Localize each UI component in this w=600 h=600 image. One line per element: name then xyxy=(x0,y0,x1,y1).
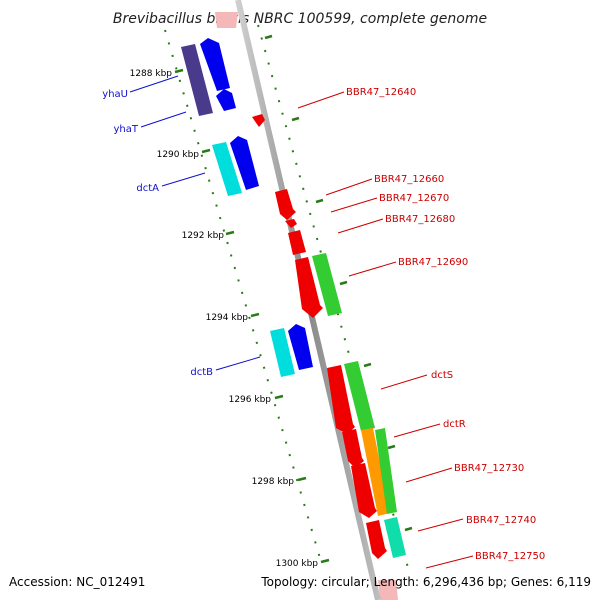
faded-feature-bottom xyxy=(378,580,398,600)
feature-dctS-red[interactable] xyxy=(327,365,355,434)
feature-yhaU-blue[interactable] xyxy=(200,38,230,91)
major-ticks xyxy=(174,34,413,564)
feature-BBR47-12740-teal[interactable] xyxy=(384,517,406,558)
feature-BBR47-12640[interactable] xyxy=(252,114,265,127)
feature-yhaT-blue[interactable] xyxy=(216,89,236,111)
left-leader-lines xyxy=(129,75,261,371)
gene-label-BBR47-12670[interactable]: BBR47_12670 xyxy=(379,193,449,204)
gene-label-BBR47-12740[interactable]: BBR47_12740 xyxy=(466,515,536,526)
feature-BBR47-12690-green[interactable] xyxy=(312,253,342,316)
faded-feature-top xyxy=(215,12,238,28)
gene-label-BBR47-12640[interactable]: BBR47_12640 xyxy=(346,87,416,98)
feature-dctR-orange[interactable] xyxy=(361,428,390,516)
gene-label-BBR47-12680[interactable]: BBR47_12680 xyxy=(385,214,455,225)
feature-BBR47-12730-red[interactable] xyxy=(351,463,377,518)
gene-label-BBR47-12750[interactable]: BBR47_12750 xyxy=(475,551,545,562)
right-leader-lines xyxy=(297,91,474,569)
gene-label-dctA[interactable]: dctA xyxy=(136,183,159,194)
feature-BBR47-12680-red[interactable] xyxy=(288,230,306,255)
feature-dctB-blue[interactable] xyxy=(288,324,313,370)
feature-dctA-blue[interactable] xyxy=(230,136,259,190)
gene-label-yhaU[interactable]: yhaU xyxy=(102,89,128,100)
scale-label-1298: 1298 kbp xyxy=(252,477,295,487)
scale-label-1292: 1292 kbp xyxy=(182,231,225,241)
feature-yhaU-purple[interactable] xyxy=(181,44,213,116)
feature-BBR47-12690-red[interactable] xyxy=(295,257,323,318)
genome-title: Brevibacillus brevis NBRC 100599, comple… xyxy=(113,11,487,27)
scale-label-1300: 1300 kbp xyxy=(276,559,319,569)
scale-track-left xyxy=(164,29,323,566)
feature-dctB-cyan[interactable] xyxy=(270,328,295,377)
scale-label-1296: 1296 kbp xyxy=(229,395,272,405)
feature-BBR47-12670[interactable] xyxy=(285,219,297,228)
gene-label-yhaT[interactable]: yhaT xyxy=(114,124,139,135)
feature-dctA-cyan[interactable] xyxy=(212,142,242,196)
feature-dctS-green[interactable] xyxy=(344,361,375,431)
feature-BBR47-12660[interactable] xyxy=(275,189,296,220)
gene-label-dctS[interactable]: dctS xyxy=(431,370,453,381)
scale-label-1290: 1290 kbp xyxy=(157,150,200,160)
feature-BBR47-12740-red[interactable] xyxy=(366,520,387,559)
gene-label-BBR47-12690[interactable]: BBR47_12690 xyxy=(398,257,468,268)
feature-dctR-red[interactable] xyxy=(342,429,364,468)
scale-label-1288: 1288 kbp xyxy=(130,69,173,79)
scale-label-1294: 1294 kbp xyxy=(206,313,249,323)
gene-label-dctR[interactable]: dctR xyxy=(443,419,466,430)
gene-label-BBR47-12660[interactable]: BBR47_12660 xyxy=(374,174,444,185)
gene-label-dctB[interactable]: dctB xyxy=(190,367,213,378)
feature-BBR47-12730-green[interactable] xyxy=(375,428,397,514)
topology-text: Topology: circular; Length: 6,296,436 bp… xyxy=(260,575,591,589)
accession-text: Accession: NC_012491 xyxy=(9,575,145,589)
gene-label-BBR47-12730[interactable]: BBR47_12730 xyxy=(454,463,524,474)
